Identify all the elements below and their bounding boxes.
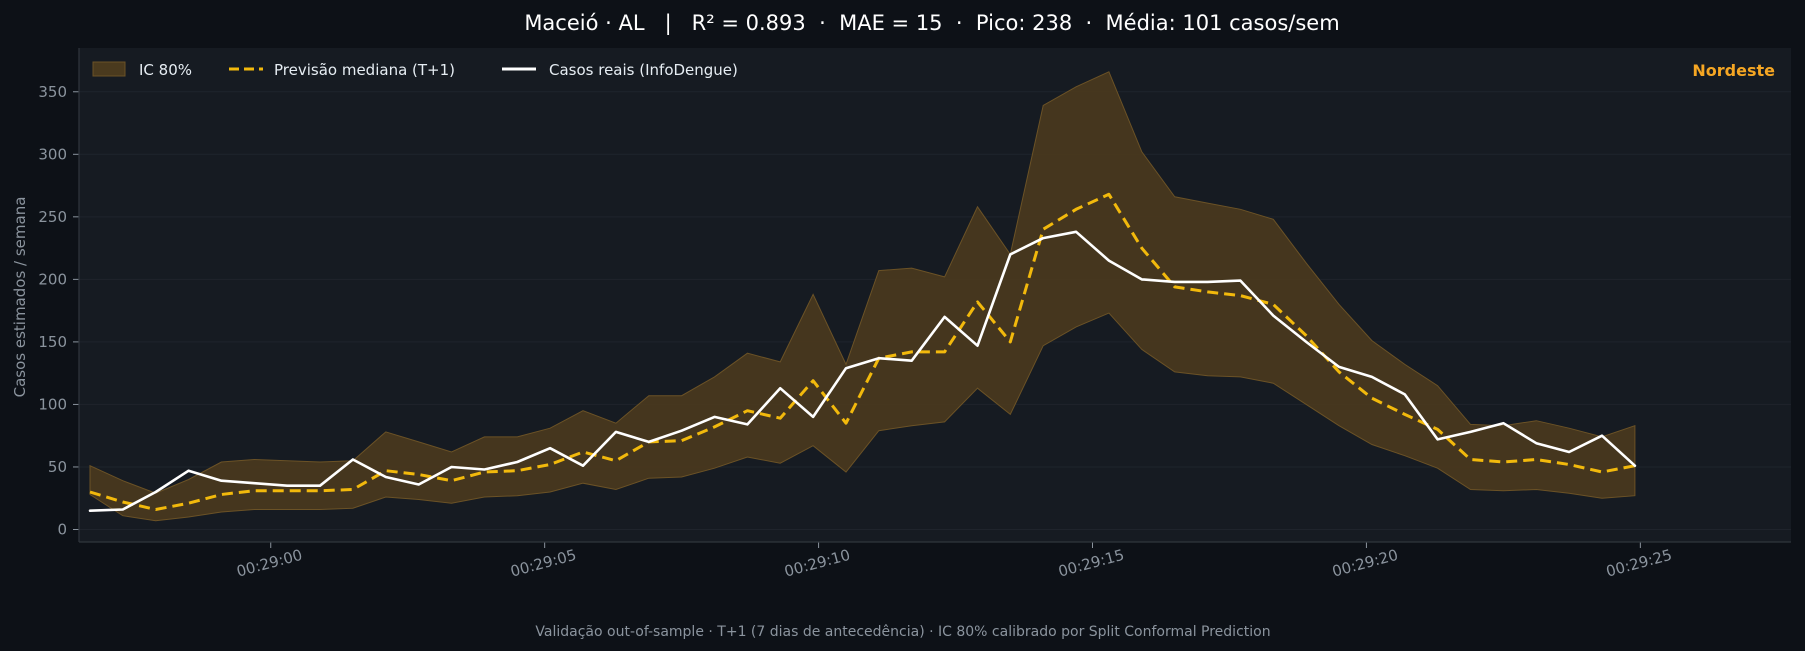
y-tick-label: 200 <box>38 270 67 288</box>
y-tick-label: 0 <box>57 520 67 538</box>
y-tick-label: 250 <box>38 208 67 226</box>
y-tick-label: 50 <box>48 458 67 476</box>
actual-cases-line <box>88 230 1637 513</box>
confidence-band <box>89 71 1636 522</box>
y-tick-label: 150 <box>38 333 67 351</box>
chart-title: Maceió · AL | R² = 0.893 · MAE = 15 · Pi… <box>524 11 1339 36</box>
y-axis-label: Casos estimados / semana <box>11 197 29 398</box>
line-layer <box>88 192 1637 513</box>
forecast-line <box>89 192 1636 511</box>
legend: IC 80% Previsão mediana (T+1) Casos reai… <box>92 61 738 79</box>
y-tick-label: 350 <box>38 83 67 101</box>
chart-footer: Validação out-of-sample · T+1 (7 dias de… <box>535 624 1270 640</box>
y-tick-label: 100 <box>38 395 67 413</box>
y-tick-label: 300 <box>38 145 67 163</box>
legend-label-forecast: Previsão mediana (T+1) <box>274 61 455 79</box>
legend-label-actual: Casos reais (InfoDengue) <box>549 61 738 79</box>
legend-swatch-band <box>92 61 126 77</box>
region-label: Nordeste <box>1692 61 1775 80</box>
band-layer <box>89 71 1636 522</box>
legend-label-band: IC 80% <box>139 61 192 79</box>
